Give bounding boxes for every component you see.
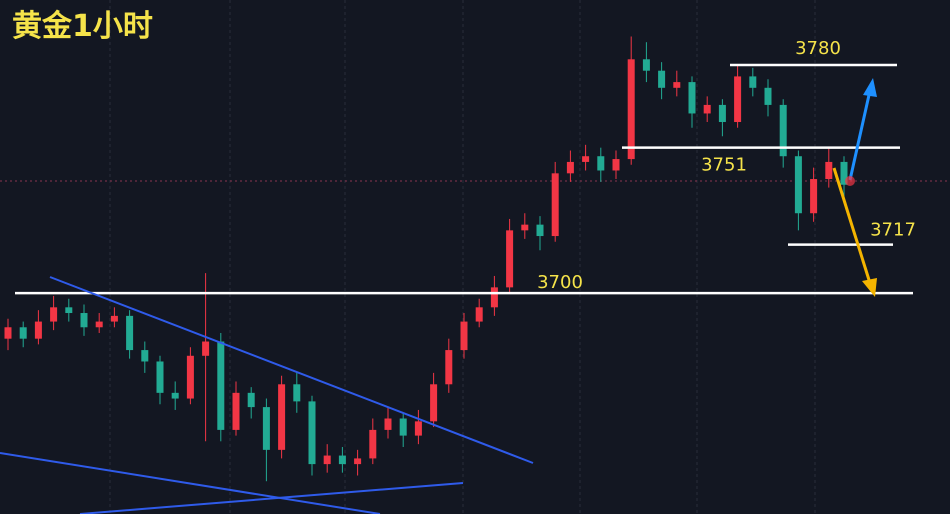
candle-body: [186, 355, 194, 399]
candle-body: [536, 224, 544, 237]
candle-body: [156, 361, 164, 393]
grid: [109, 0, 816, 514]
levels: 3780 3751 3717 3700: [15, 38, 916, 295]
trend-lines: [0, 276, 534, 514]
candle-body: [612, 159, 620, 171]
down-arrow-shaft: [832, 167, 871, 281]
candle-body: [764, 87, 772, 105]
candle-body: [247, 392, 255, 408]
candle-body: [490, 287, 498, 308]
candle-body: [794, 156, 802, 214]
candle-body: [369, 429, 377, 459]
candles: [4, 36, 848, 482]
candle-body: [627, 59, 635, 160]
candle-body: [734, 76, 742, 123]
down-arrow-head: [862, 278, 877, 297]
candle-body: [126, 315, 134, 351]
candle-body: [293, 384, 301, 402]
candle-body: [566, 161, 574, 174]
candle-body: [95, 321, 103, 328]
candle-body: [217, 341, 225, 430]
trend-line: [49, 276, 534, 464]
candle-body: [703, 104, 711, 114]
candle-body: [50, 307, 58, 322]
level-label: 3717: [870, 220, 916, 241]
level-label: 3700: [537, 272, 583, 293]
trend-line: [0, 452, 381, 514]
candle-body: [80, 313, 88, 328]
current-price-dot: [845, 176, 855, 186]
candle-body: [445, 350, 453, 385]
candle-body: [506, 230, 514, 288]
candle-body: [384, 418, 392, 430]
level-label: 3780: [795, 38, 841, 59]
candle-body: [323, 455, 331, 465]
candle-body: [202, 341, 210, 356]
candle-body: [338, 455, 346, 465]
arrows: [832, 78, 877, 297]
candle-body: [141, 350, 149, 362]
trend-line: [79, 482, 464, 514]
candle-body: [718, 104, 726, 123]
chart-title: 黄金1小时: [12, 9, 153, 44]
candle-body: [4, 327, 12, 339]
candle-body: [262, 407, 270, 450]
candle-body: [460, 321, 468, 351]
candle-body: [414, 421, 422, 436]
candle-body: [308, 401, 316, 465]
candle-body: [430, 384, 438, 422]
candle-body: [582, 156, 590, 162]
candle-body: [34, 321, 42, 339]
candle-body: [521, 224, 529, 231]
candle-body: [673, 82, 681, 88]
candle-body: [65, 307, 73, 314]
candle-body: [232, 392, 240, 430]
candle-body: [171, 392, 179, 399]
candle-body: [278, 384, 286, 450]
up-arrow-head: [863, 78, 877, 97]
candle-body: [810, 179, 818, 214]
candle-body: [658, 70, 666, 88]
level-label: 3751: [701, 155, 747, 176]
candle-body: [399, 418, 407, 436]
candle-body: [779, 104, 787, 157]
candle-body: [825, 161, 833, 180]
candle-body: [642, 59, 650, 71]
candle-body: [688, 82, 696, 114]
candle-body: [354, 458, 362, 465]
candle-body: [19, 327, 27, 339]
up-arrow-shaft: [848, 94, 871, 181]
candle-body: [597, 156, 605, 171]
candle-body: [840, 161, 848, 185]
candle-body: [110, 315, 118, 322]
candle-body: [749, 76, 757, 88]
candle-body: [475, 307, 483, 322]
candle-body: [551, 173, 559, 237]
